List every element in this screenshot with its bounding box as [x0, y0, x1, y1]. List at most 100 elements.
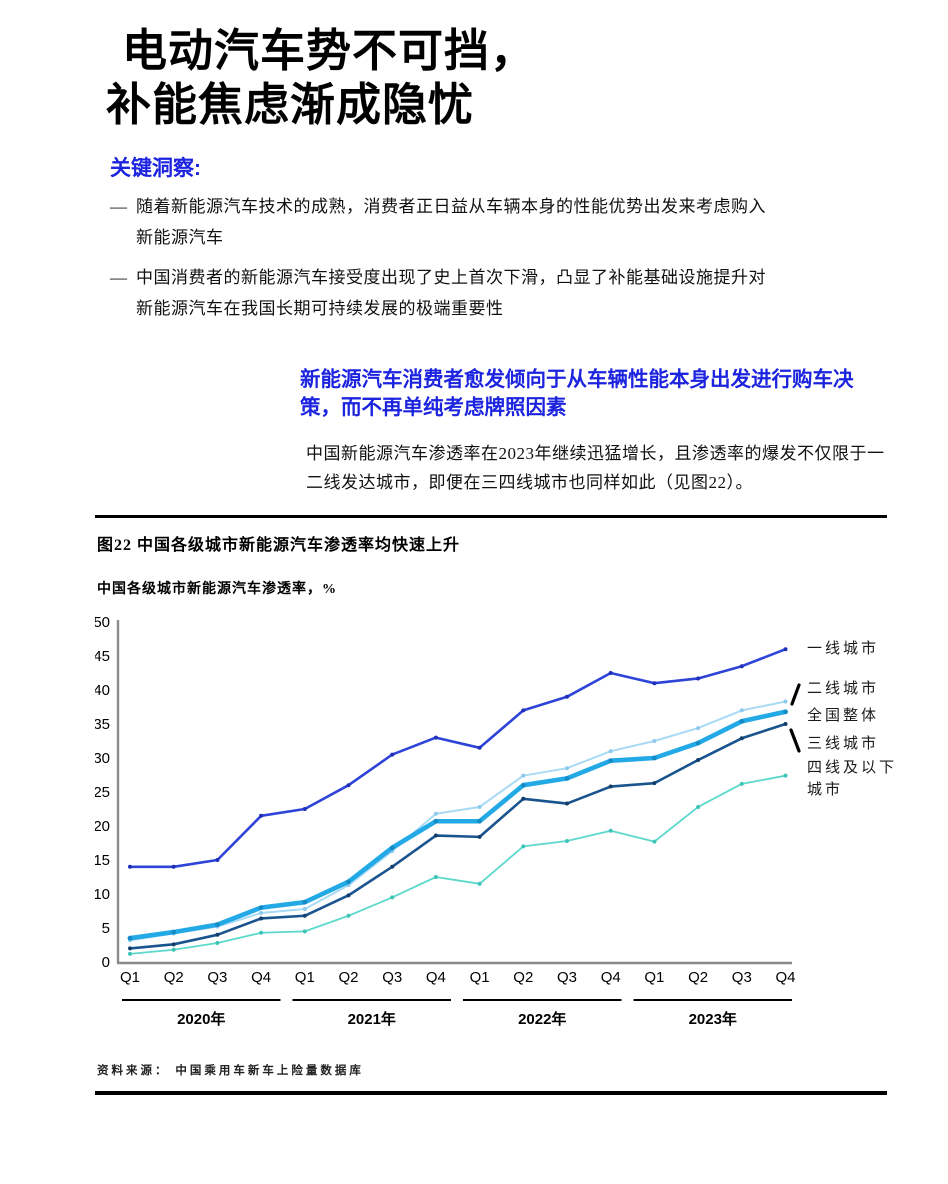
x-tick-label: Q4 — [426, 969, 446, 986]
page-title-line-2: 补能焦虑渐成隐忧 — [106, 80, 475, 130]
series-marker-0 — [652, 681, 657, 686]
series-marker-1 — [608, 749, 613, 754]
series-marker-0 — [477, 746, 482, 751]
series-marker-0 — [565, 695, 569, 700]
bullet-text: 中国消费者的新能源汽车接受度出现了史上首次下滑，凸显了补能基础设施提升对新能源汽… — [136, 268, 766, 318]
series-marker-2 — [564, 776, 570, 782]
x-tick-label: Q2 — [513, 969, 533, 986]
series-marker-4 — [259, 930, 264, 935]
series-marker-0 — [171, 865, 176, 870]
year-label: 2021年 — [348, 1010, 396, 1028]
x-tick-label: Q2 — [688, 969, 708, 986]
series-marker-0 — [433, 735, 438, 740]
series-marker-1 — [521, 773, 526, 778]
section-heading: 新能源汽车消费者愈发倾向于从车辆性能本身出发进行购车决策，而不再单纯考虑牌照因素 — [300, 368, 854, 420]
series-marker-3 — [433, 833, 438, 838]
series-marker-3 — [565, 801, 569, 806]
page-title: 电动汽车势不可挡， 补能焦虑渐成隐忧 — [106, 0, 948, 132]
x-tick-label: Q2 — [164, 969, 184, 986]
series-marker-0 — [521, 708, 526, 713]
x-tick-label: Q4 — [601, 969, 621, 986]
series-marker-3 — [477, 835, 482, 840]
legend-label-2: 全国整体 — [807, 706, 879, 724]
bullet-text: 随着新能源汽车技术的成熟，消费者正日益从车辆本身的性能优势出发来考虑购入新能源汽… — [136, 197, 766, 247]
series-marker-4 — [171, 947, 176, 952]
series-marker-2 — [520, 783, 526, 788]
series-marker-4 — [739, 782, 744, 787]
series-marker-3 — [521, 797, 526, 802]
series-marker-1 — [739, 708, 744, 713]
series-marker-1 — [259, 911, 264, 916]
page-bottom-divider — [95, 1091, 887, 1096]
series-marker-2 — [389, 845, 395, 851]
series-marker-0 — [346, 783, 351, 788]
series-marker-2 — [477, 819, 482, 824]
source-note: 资料来源： 中国乘用车新车上险量数据库 — [97, 1065, 364, 1078]
page-title-line-1: 电动汽车势不可挡， — [122, 26, 537, 76]
y-tick-label: 15 — [95, 852, 110, 869]
year-label: 2022年 — [518, 1010, 566, 1028]
series-marker-3 — [259, 916, 264, 921]
series-marker-0 — [696, 676, 701, 681]
x-tick-label: Q1 — [120, 969, 140, 986]
year-label: 2020年 — [177, 1010, 225, 1028]
series-marker-3 — [739, 736, 744, 741]
series-marker-0 — [390, 752, 395, 757]
series-marker-2 — [608, 758, 614, 764]
insight-bullet-1: — 随着新能源汽车技术的成熟，消费者正日益从车辆本身的性能优势出发来考虑购入新能… — [110, 192, 770, 253]
series-marker-2 — [652, 755, 657, 761]
legend-label-0: 一线城市 — [807, 640, 879, 657]
series-marker-2 — [258, 905, 264, 911]
series-line-3 — [128, 722, 787, 950]
x-tick-label: Q2 — [338, 969, 358, 986]
series-marker-3 — [783, 722, 788, 727]
year-label: 2023年 — [689, 1010, 737, 1028]
series-marker-4 — [346, 913, 351, 918]
y-tick-label: 35 — [95, 716, 110, 733]
series-marker-0 — [302, 807, 307, 812]
series-marker-2 — [346, 879, 351, 885]
x-tick-label: Q1 — [295, 969, 315, 986]
bullet-dash: — — [110, 197, 127, 216]
y-tick-label: 10 — [95, 886, 110, 903]
penetration-line-chart: 0 5 10 15 20 25 30 35 40 45 50 Q1 Q2 Q3 Q4 Q1 Q2 Q3 Q4 Q1 Q2… — [95, 614, 894, 1028]
series-marker-0 — [215, 858, 220, 863]
y-tick-label: 20 — [95, 818, 110, 835]
x-tick-label: Q3 — [207, 969, 227, 986]
series-marker-1 — [433, 811, 438, 816]
series-marker-1 — [696, 726, 701, 731]
section-callout: 新能源汽车消费者愈发倾向于从车辆性能本身出发进行购车决策，而不再单纯考虑牌照因素… — [300, 366, 888, 498]
legend-label-4: 城市 — [807, 781, 843, 798]
y-tick-label: 40 — [95, 682, 110, 699]
key-insights-section: 关键洞察: — 随着新能源汽车技术的成熟，消费者正日益从车辆本身的性能优势出发来… — [110, 152, 770, 324]
series-marker-0 — [259, 814, 264, 819]
x-tick-label: Q3 — [557, 969, 577, 986]
x-tick-label: Q4 — [251, 969, 271, 986]
figure-title: 图22 中国各级城市新能源汽车渗透率均快速上升 — [97, 537, 461, 555]
legend-tick-tier3 — [789, 728, 801, 753]
series-line-0 — [128, 648, 787, 869]
y-tick-label: 45 — [95, 648, 110, 665]
series-marker-2 — [171, 929, 177, 935]
key-insights-heading: 关键洞察: — [110, 157, 201, 180]
series-marker-0 — [608, 671, 613, 676]
series-marker-4 — [215, 941, 220, 946]
legend-label-1: 二线城市 — [807, 680, 879, 697]
y-tick-label: 30 — [95, 750, 110, 767]
series-marker-3 — [608, 784, 613, 789]
series-marker-4 — [433, 875, 438, 880]
series-marker-4 — [783, 773, 788, 778]
series-marker-1 — [652, 739, 657, 744]
series-marker-4 — [696, 805, 701, 810]
series-marker-4 — [390, 895, 395, 900]
y-tick-label: 0 — [102, 954, 110, 971]
series-marker-4 — [652, 839, 657, 844]
series-marker-1 — [302, 907, 307, 912]
series-marker-1 — [477, 805, 482, 810]
series-marker-2 — [783, 709, 788, 715]
series-marker-4 — [302, 929, 307, 934]
series-marker-3 — [128, 946, 132, 951]
x-tick-label: Q1 — [644, 969, 664, 986]
series-marker-3 — [171, 942, 176, 947]
series-marker-4 — [477, 882, 482, 887]
